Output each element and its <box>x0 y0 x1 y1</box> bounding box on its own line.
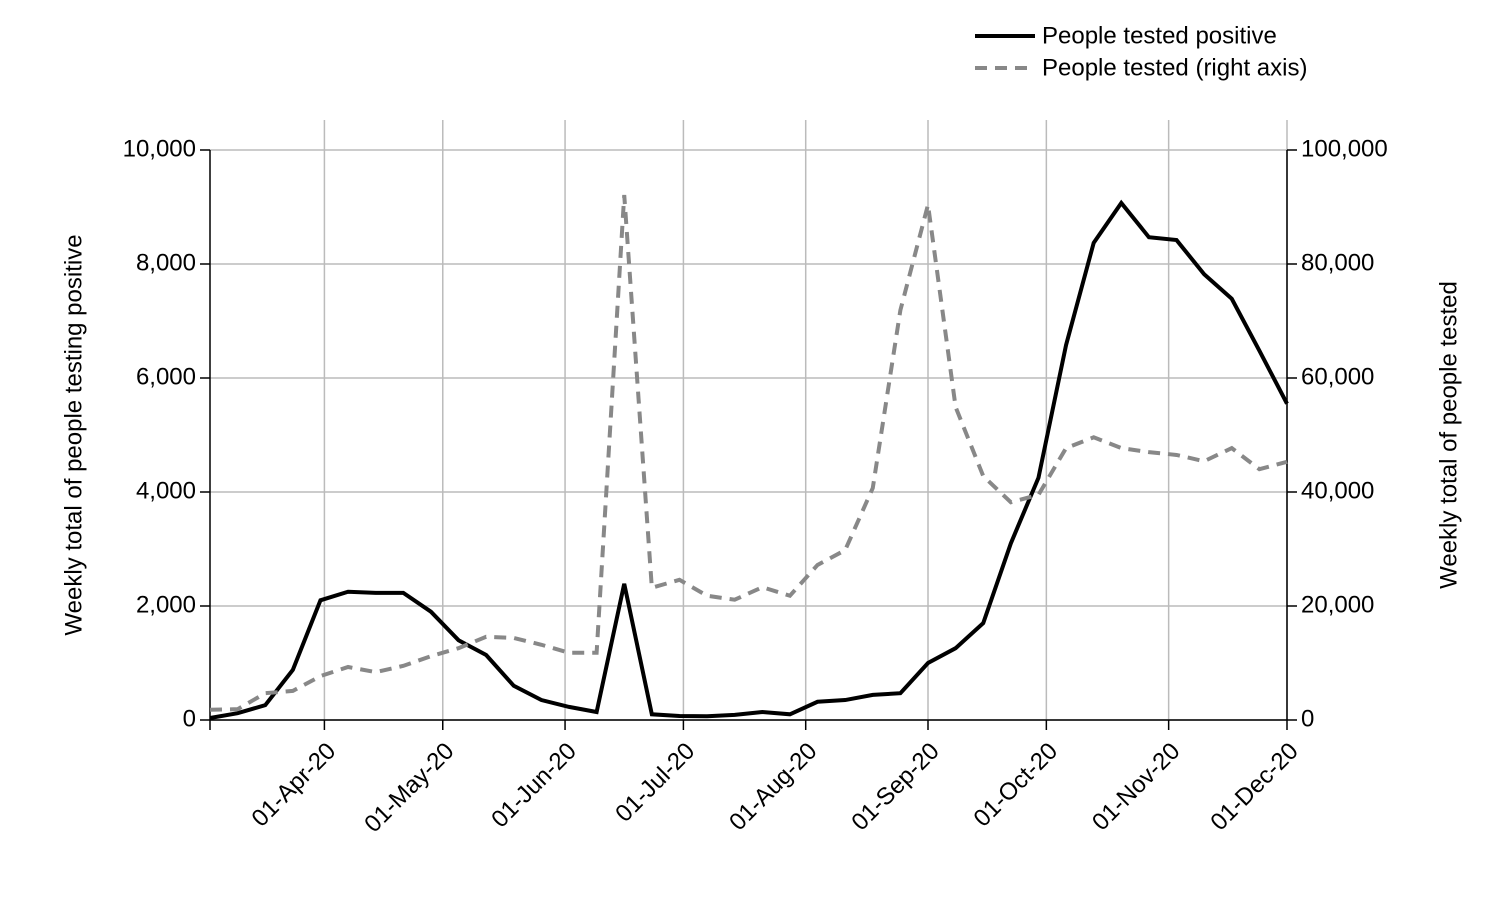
y2-axis-title: Weekly total of people tested <box>1435 281 1462 589</box>
x-tick-label: 01-Jul-20 <box>610 738 700 828</box>
data-line <box>209 199 1289 720</box>
y2-tick-label: 0 <box>1301 705 1314 732</box>
y-tick-label: 6,000 <box>136 363 196 390</box>
y-axis-title: Weekly total of people testing positive <box>60 234 87 635</box>
y2-tick-label: 40,000 <box>1301 477 1374 504</box>
legend-label: People tested positive <box>1042 22 1277 49</box>
y-tick-label: 0 <box>183 705 196 732</box>
y-tick-label: 4,000 <box>136 477 196 504</box>
x-tick-label: 01-Sep-20 <box>846 738 944 836</box>
x-tick-label: 01-Nov-20 <box>1087 738 1185 836</box>
legend-label: People tested (right axis) <box>1042 54 1307 81</box>
x-tick-label: 01-Apr-20 <box>247 738 342 833</box>
y2-tick-label: 80,000 <box>1301 249 1374 276</box>
y-tick-label: 2,000 <box>136 591 196 618</box>
x-tick-label: 01-Aug-20 <box>724 738 822 836</box>
x-tick-label: 01-Oct-20 <box>969 738 1064 833</box>
y2-tick-label: 100,000 <box>1301 135 1388 162</box>
x-tick-label: 01-May-20 <box>359 738 459 838</box>
x-tick-label: 01-Jun-20 <box>486 738 582 834</box>
y2-tick-label: 60,000 <box>1301 363 1374 390</box>
y-tick-label: 8,000 <box>136 249 196 276</box>
data-line <box>209 194 1288 712</box>
x-tick-label: 01-Dec-20 <box>1205 738 1303 836</box>
y-tick-label: 10,000 <box>123 135 196 162</box>
y2-tick-label: 20,000 <box>1301 591 1374 618</box>
